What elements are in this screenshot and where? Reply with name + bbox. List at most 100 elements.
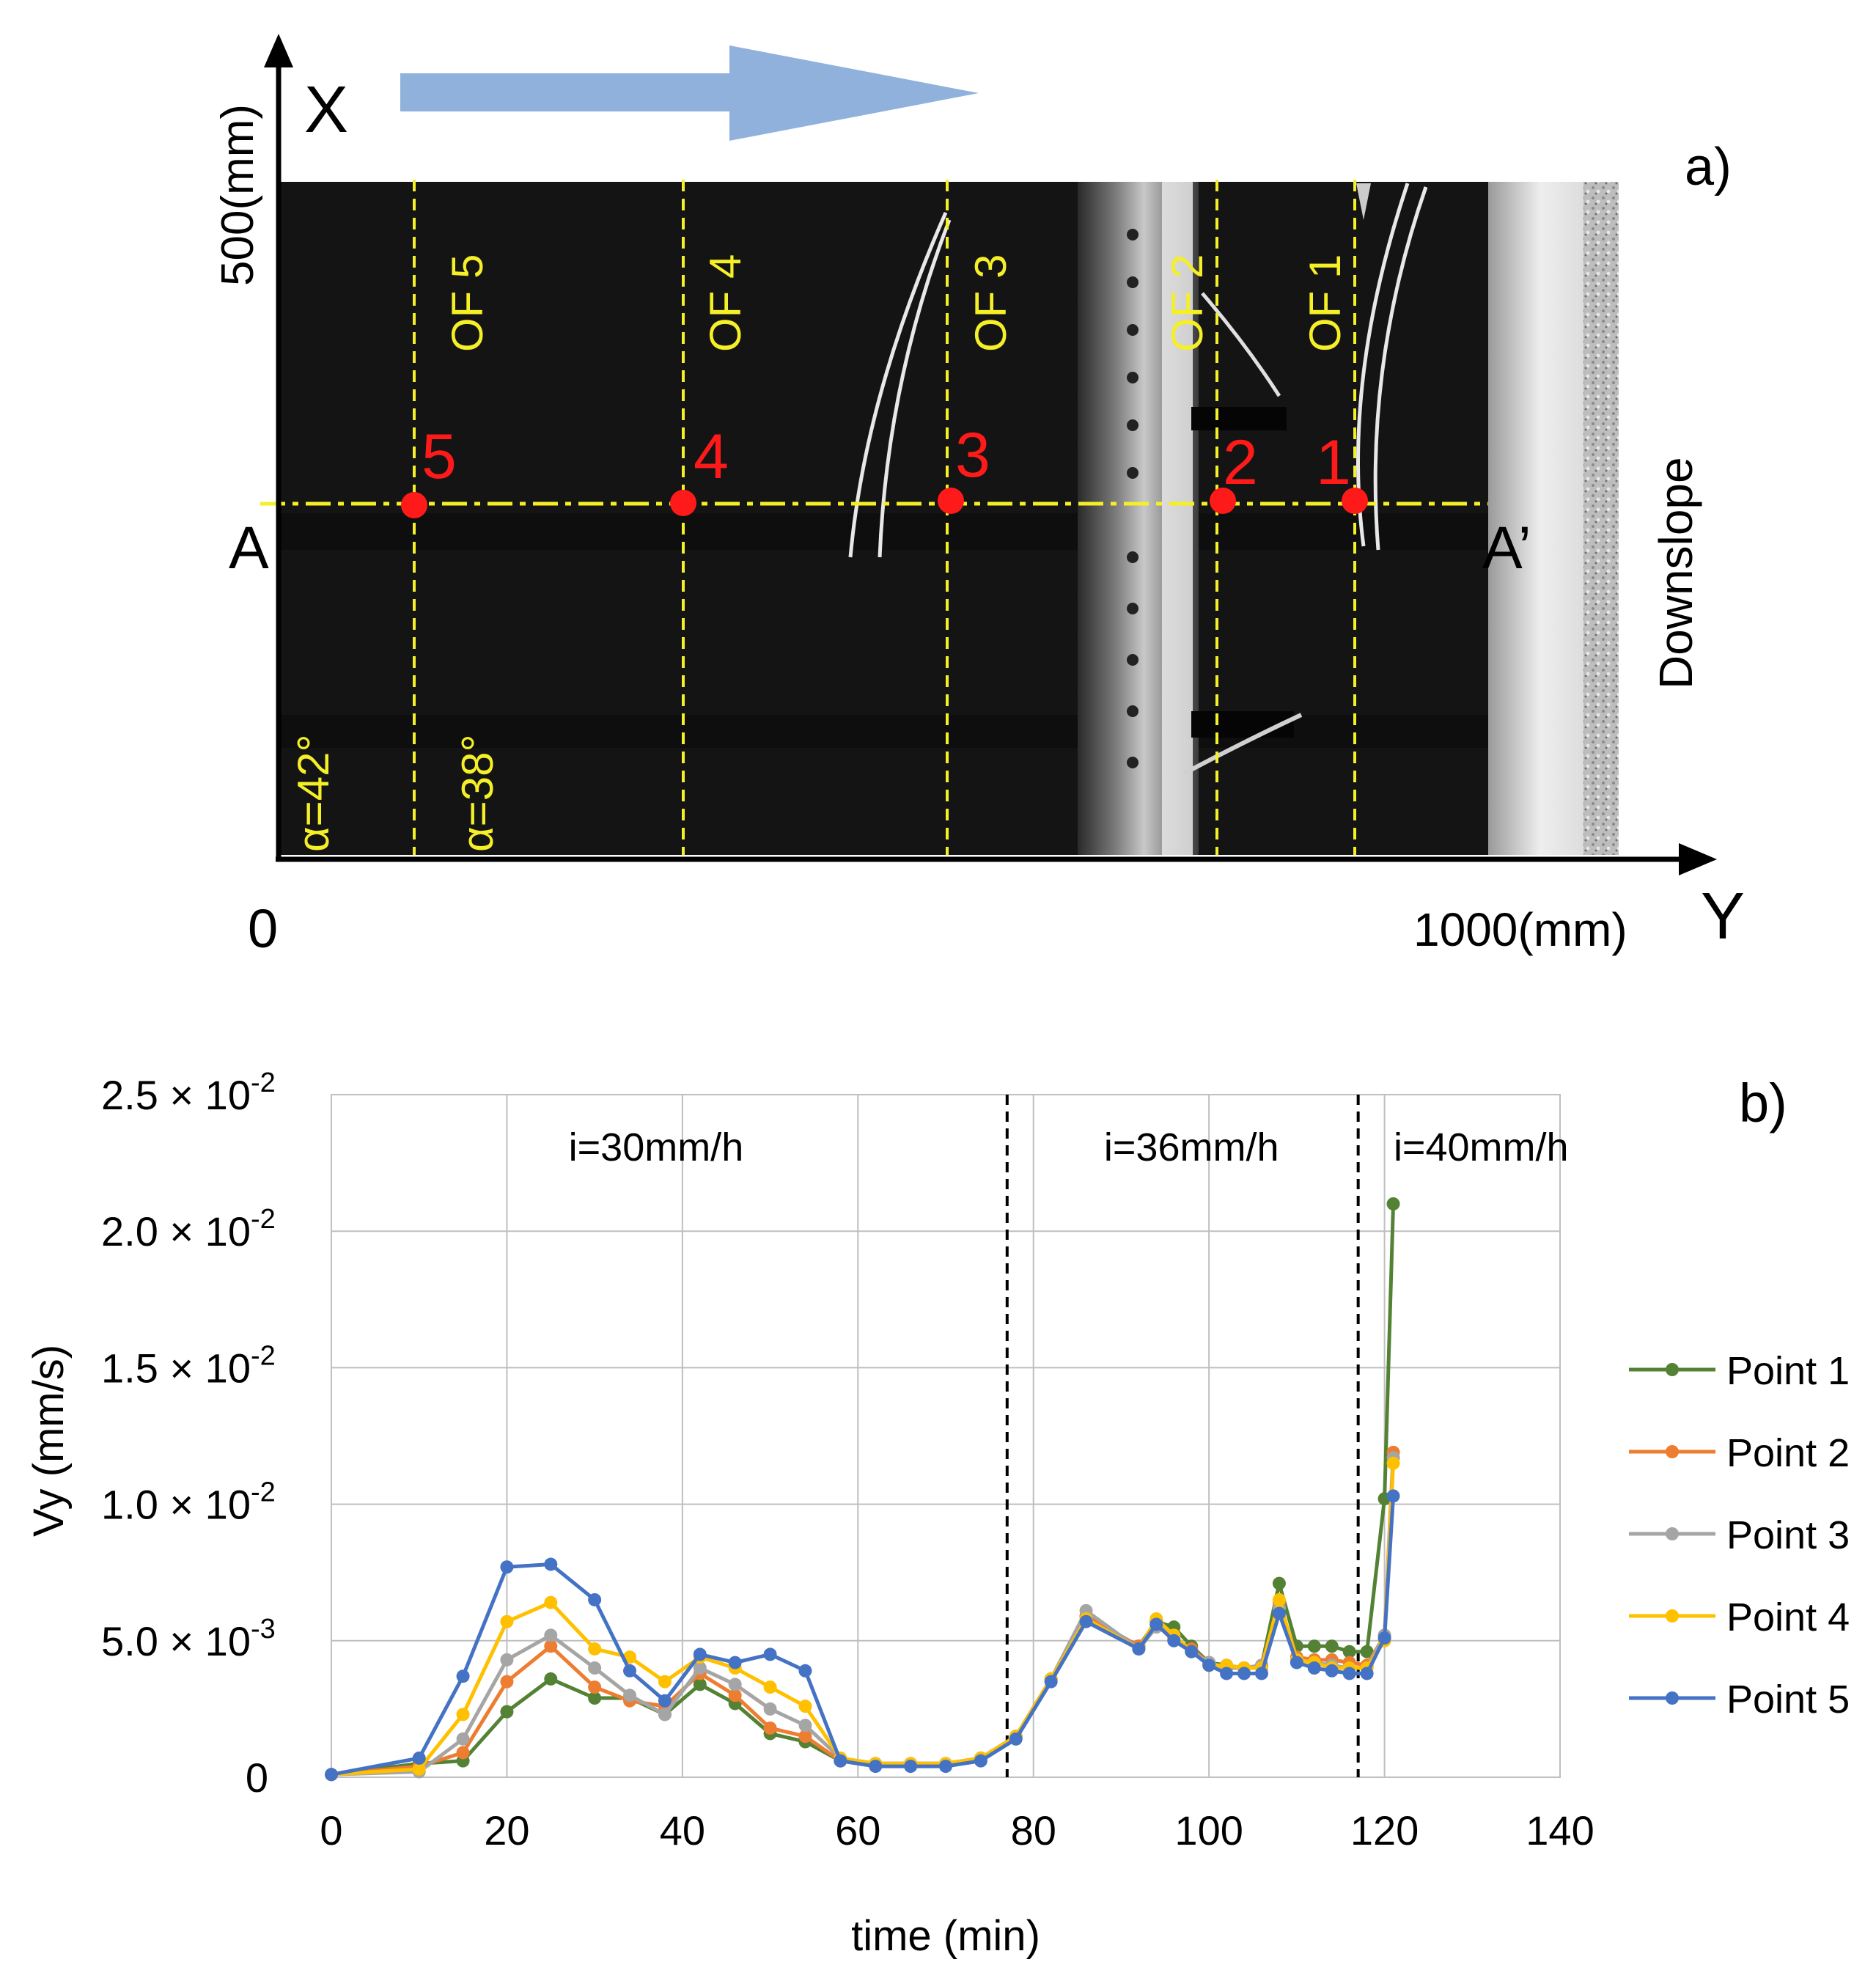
y-tick-label: 5.0 × 10-3 — [101, 1614, 276, 1664]
data-point — [763, 1702, 777, 1716]
data-point — [834, 1754, 847, 1768]
legend-swatch-marker — [1666, 1363, 1679, 1376]
data-point — [1167, 1634, 1181, 1647]
section-start-label: A — [229, 515, 269, 581]
data-point — [798, 1719, 812, 1733]
data-point — [1272, 1592, 1286, 1606]
origin-label: 0 — [248, 898, 278, 959]
of-label-3: OF 3 — [966, 254, 1015, 352]
data-point — [1342, 1667, 1356, 1680]
data-point — [623, 1664, 637, 1678]
point-label-3: 3 — [955, 420, 990, 491]
chart-ticks: 0 20 40 60 80 100 120 140 0 5.0 × 10-3 1.0 × 10-2 1… — [101, 1068, 1594, 1853]
x-tick-label: 140 — [1526, 1807, 1594, 1853]
x-tick-label: 120 — [1350, 1807, 1419, 1853]
legend-swatch-marker — [1666, 1527, 1679, 1540]
data-point — [1386, 1456, 1400, 1470]
legend-label: Point 2 — [1726, 1431, 1850, 1475]
data-point — [544, 1557, 558, 1571]
panel-b-label: b) — [1739, 1073, 1787, 1134]
data-point — [763, 1647, 777, 1661]
data-point — [1185, 1645, 1199, 1658]
data-point — [1254, 1667, 1268, 1680]
legend-swatch-marker — [1666, 1691, 1679, 1705]
data-point — [1079, 1614, 1093, 1628]
y-axis-letter: Y — [1701, 880, 1745, 953]
data-point — [763, 1680, 777, 1694]
point-marker-4 — [670, 490, 696, 516]
series-line — [331, 1496, 1396, 1777]
data-point — [325, 1768, 338, 1782]
panel-a: a) — [213, 34, 1745, 959]
data-point — [693, 1661, 707, 1675]
flow-direction-arrow — [400, 45, 979, 141]
data-point — [544, 1628, 558, 1642]
x-tick-label: 40 — [660, 1807, 705, 1853]
x-tick-label: 20 — [484, 1807, 529, 1853]
of-label-2: OF 2 — [1163, 254, 1212, 352]
y-tick-label: 1.5 × 10-2 — [101, 1340, 276, 1391]
data-point — [939, 1760, 952, 1774]
point-marker-1 — [1342, 488, 1368, 514]
chart-series — [325, 1197, 1400, 1782]
data-point — [500, 1675, 514, 1689]
data-point — [1202, 1658, 1216, 1672]
data-point — [1272, 1576, 1286, 1590]
data-point — [500, 1705, 514, 1719]
x-axis-arrowhead — [264, 34, 293, 67]
data-point — [1132, 1642, 1146, 1656]
data-point — [728, 1678, 742, 1691]
point-marker-5 — [401, 492, 427, 518]
data-point — [412, 1751, 426, 1765]
x-tick-label: 0 — [320, 1807, 342, 1853]
phase-label: i=36mm/h — [1104, 1125, 1279, 1169]
angle-label-left: α=42° — [289, 735, 338, 852]
data-point — [763, 1721, 777, 1735]
legend-label: Point 3 — [1726, 1513, 1850, 1557]
section-end-label: A’ — [1482, 515, 1531, 581]
of-label-4: OF 4 — [701, 254, 750, 352]
data-point — [500, 1653, 514, 1667]
data-point — [1342, 1645, 1356, 1658]
data-point — [1360, 1645, 1374, 1658]
panel-b: b) 0 20 40 60 80 100 120 140 0 5.0 × 10-3 1.0 × 10… — [25, 1068, 1850, 1960]
data-point — [1272, 1606, 1286, 1620]
point-marker-2 — [1210, 488, 1236, 514]
data-point — [588, 1691, 602, 1705]
y-tick-label: 0 — [246, 1755, 268, 1801]
data-point — [1377, 1631, 1391, 1645]
y-tick-label: 2.5 × 10-2 — [101, 1068, 276, 1118]
chart-x-label: time (min) — [851, 1912, 1040, 1960]
y-max-label: 1000(mm) — [1413, 903, 1627, 956]
data-point — [1307, 1661, 1321, 1675]
data-point — [1360, 1667, 1374, 1680]
plot-frame — [331, 1094, 1561, 1778]
data-point — [904, 1760, 918, 1774]
data-point — [1237, 1667, 1251, 1680]
angle-label-right: α=38° — [453, 735, 502, 852]
data-point — [588, 1680, 602, 1694]
phase-boundaries — [1005, 1095, 1360, 1777]
point-label-5: 5 — [422, 422, 457, 492]
chart-legend: Point 1 Point 2 Point 3 Point 4 Point 5 — [1629, 1349, 1850, 1722]
data-point — [658, 1675, 672, 1689]
legend-label: Point 4 — [1726, 1595, 1850, 1639]
data-point — [1325, 1664, 1339, 1678]
of-lines — [413, 180, 1356, 855]
of-label-1: OF 1 — [1301, 254, 1350, 352]
data-point — [693, 1647, 707, 1661]
point-label-4: 4 — [694, 422, 729, 492]
legend-swatch-marker — [1666, 1445, 1679, 1458]
panel-a-label: a) — [1685, 138, 1732, 196]
data-point — [693, 1678, 707, 1691]
data-point — [728, 1656, 742, 1669]
phase-label: i=30mm/h — [569, 1125, 744, 1169]
data-point — [1386, 1489, 1400, 1503]
chart-annotations: i=30mm/h i=36mm/h i=40mm/h — [569, 1125, 1569, 1169]
data-point — [658, 1694, 672, 1708]
x-tick-label: 100 — [1174, 1807, 1243, 1853]
x-tick-label: 60 — [835, 1807, 880, 1853]
legend-label: Point 1 — [1726, 1349, 1850, 1393]
data-point — [588, 1642, 602, 1656]
